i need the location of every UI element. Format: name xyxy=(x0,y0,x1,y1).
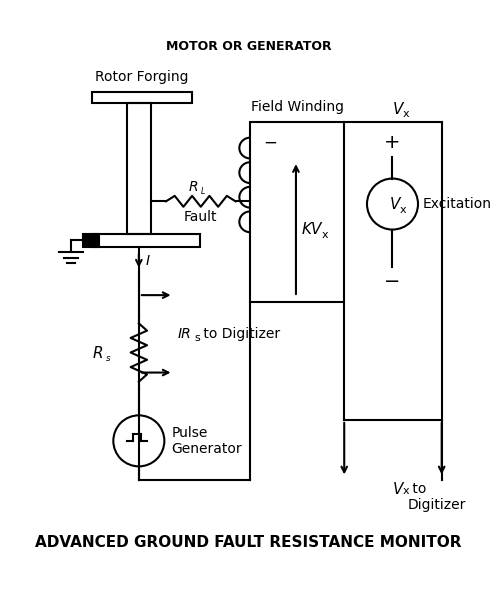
Text: Fault: Fault xyxy=(184,210,218,224)
Text: MOTOR OR GENERATOR: MOTOR OR GENERATOR xyxy=(166,40,332,53)
Text: V: V xyxy=(393,482,404,497)
Text: x: x xyxy=(402,109,409,119)
Text: V: V xyxy=(390,196,400,212)
Text: −: − xyxy=(384,272,400,291)
Text: $R$: $R$ xyxy=(188,180,198,194)
Text: x: x xyxy=(322,229,328,240)
Text: s: s xyxy=(194,333,200,343)
Text: to
Digitizer: to Digitizer xyxy=(408,482,466,512)
Text: ADVANCED GROUND FAULT RESISTANCE MONITOR: ADVANCED GROUND FAULT RESISTANCE MONITOR xyxy=(36,535,462,550)
Text: V: V xyxy=(392,102,403,117)
Text: KV: KV xyxy=(302,222,322,237)
Text: $_L$: $_L$ xyxy=(200,185,205,197)
Text: I: I xyxy=(146,254,150,269)
Text: Excitation: Excitation xyxy=(422,197,492,211)
Text: Rotor Forging: Rotor Forging xyxy=(96,69,189,84)
Text: Pulse
Generator: Pulse Generator xyxy=(172,426,242,456)
Text: $_s$: $_s$ xyxy=(104,352,111,365)
Polygon shape xyxy=(83,234,99,247)
Text: Field Winding: Field Winding xyxy=(251,100,344,114)
Text: IR: IR xyxy=(178,327,192,341)
Text: −: − xyxy=(263,134,277,152)
Text: +: + xyxy=(384,133,400,152)
Text: x: x xyxy=(403,486,409,496)
Text: x: x xyxy=(400,205,406,215)
Text: $R$: $R$ xyxy=(92,345,104,361)
Text: to Digitizer: to Digitizer xyxy=(199,327,280,341)
